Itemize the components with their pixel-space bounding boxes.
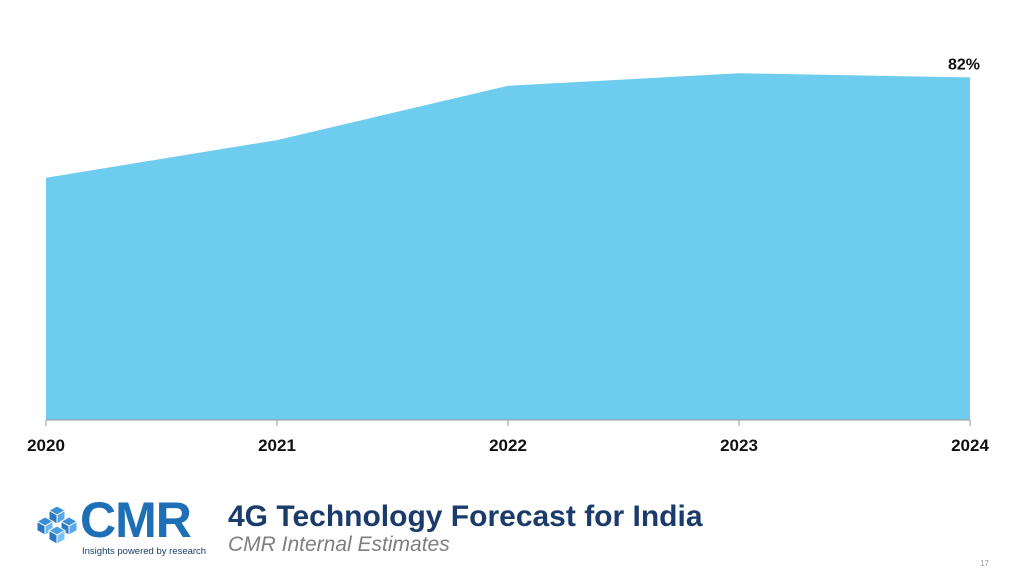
plot-area: 2020 2021 2022 2023 2024 82% [27, 56, 989, 455]
x-tick-label-2024: 2024 [951, 436, 989, 455]
x-tick-label-2020: 2020 [27, 436, 65, 455]
cube-cluster-icon [35, 505, 79, 545]
page-number: 17 [980, 559, 989, 568]
slide-title: 4G Technology Forecast for India [228, 500, 703, 533]
logo-wordmark: CMR [80, 492, 192, 548]
x-tick-label-2021: 2021 [258, 436, 296, 455]
x-tick-label-2022: 2022 [489, 436, 527, 455]
cmr-logo: CMR Insights powered by research [34, 492, 214, 562]
slide-subtitle: CMR Internal Estimates [228, 533, 450, 556]
series-area-4g [46, 73, 970, 420]
x-tick-label-2023: 2023 [720, 436, 758, 455]
area-chart: 2020 2021 2022 2023 2024 82% [27, 56, 989, 455]
logo-tagline: Insights powered by research [82, 546, 207, 557]
data-label-2024: 82% [948, 56, 980, 73]
